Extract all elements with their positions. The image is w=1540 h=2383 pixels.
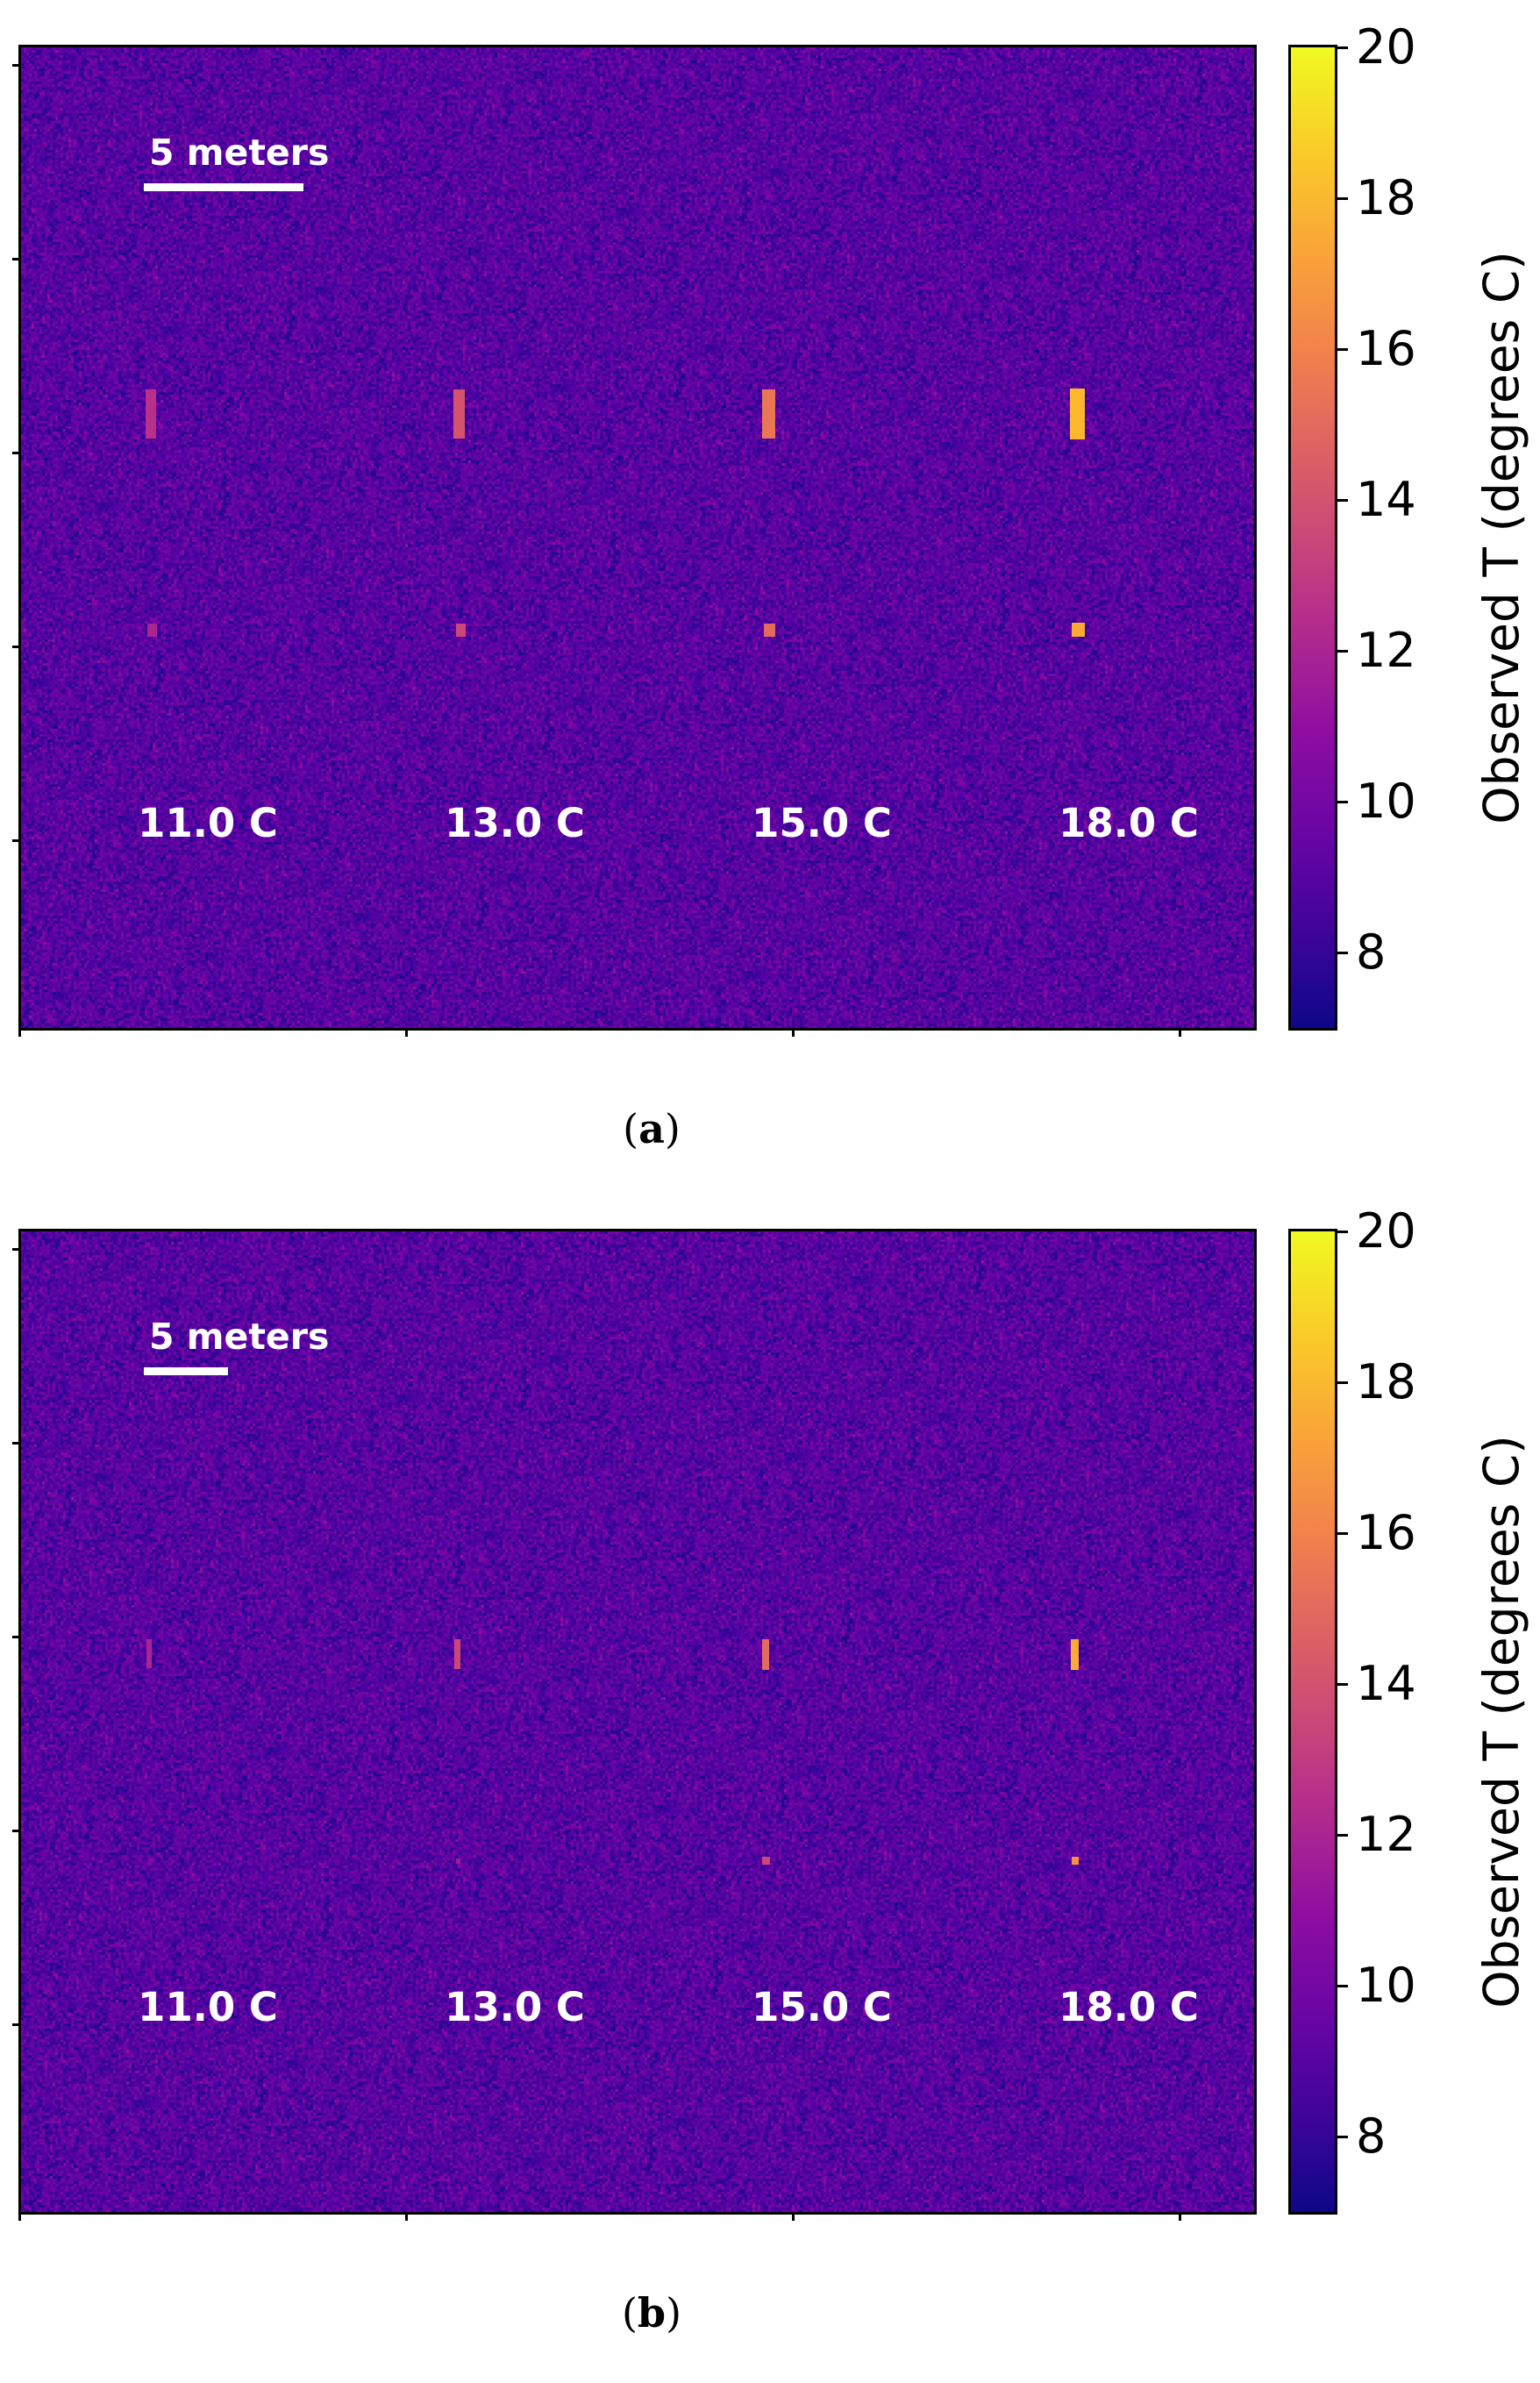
colorbar-tick-label: 8 <box>1356 924 1387 980</box>
colorbar-tick <box>1337 2135 1348 2138</box>
colorbar-tick <box>1337 1984 1348 1987</box>
target-bar <box>762 1639 769 1670</box>
x-axis-tick <box>18 1031 21 1037</box>
colorbar-tick-label: 20 <box>1356 1203 1416 1259</box>
target-label: 15.0 C <box>752 800 892 846</box>
colorbar-tick-label: 18 <box>1356 170 1416 225</box>
x-axis-tick <box>18 2215 21 2221</box>
colorbar-tick <box>1337 347 1348 351</box>
colorbar-tick <box>1337 951 1348 954</box>
thermal-image-b: 5 meters 11.0 C 13.0 C 15.0 C 18.0 C <box>18 1229 1257 2215</box>
colorbar-tick-label: 20 <box>1356 19 1416 75</box>
target-bar <box>146 1639 152 1668</box>
colorbar-a <box>1288 45 1337 1031</box>
y-axis-tick <box>12 258 18 260</box>
colorbar-tick-label: 10 <box>1356 774 1416 829</box>
y-axis-tick <box>12 1636 18 1638</box>
thermal-noise-a <box>21 47 1254 1028</box>
x-axis-tick <box>792 2215 795 2221</box>
colorbar-tick <box>1337 46 1348 49</box>
colorbar-b <box>1288 1229 1337 2215</box>
target-dot <box>1072 1857 1079 1865</box>
colorbar-tick <box>1337 800 1348 803</box>
colorbar-tick <box>1337 1381 1348 1384</box>
colorbar-tick <box>1337 1682 1348 1686</box>
colorbar-tick-label: 10 <box>1356 1958 1416 2013</box>
scale-bar-b <box>144 1367 228 1375</box>
target-dot <box>1072 623 1085 637</box>
target-dot <box>456 624 466 637</box>
colorbar-title-b: Observed T (degrees C) <box>1473 1435 1529 2008</box>
target-bar <box>1070 389 1085 439</box>
colorbar-tick-label: 14 <box>1356 1656 1416 1711</box>
panel-b: 5 meters 11.0 C 13.0 C 15.0 C 18.0 C Obs… <box>0 1184 1540 2368</box>
target-dot <box>764 624 775 637</box>
x-axis-tick <box>792 1031 795 1037</box>
scale-bar-label-b: 5 meters <box>149 1316 330 1358</box>
target-bar <box>453 389 465 439</box>
colorbar-tick <box>1337 196 1348 200</box>
y-axis-tick <box>12 1248 18 1251</box>
colorbar-tick-label: 8 <box>1356 2108 1387 2164</box>
y-axis-tick <box>12 839 18 842</box>
y-axis-tick <box>12 646 18 648</box>
y-axis-tick <box>12 1442 18 1445</box>
y-axis-tick <box>12 452 18 454</box>
colorbar-tick <box>1337 498 1348 502</box>
target-label: 13.0 C <box>445 800 585 846</box>
x-axis-tick <box>405 1031 408 1037</box>
colorbar-tick-label: 14 <box>1356 472 1416 527</box>
x-axis-tick <box>405 2215 408 2221</box>
target-dot <box>762 1857 770 1865</box>
target-bar <box>454 1639 460 1669</box>
colorbar-tick-label: 12 <box>1356 1807 1416 1862</box>
panel-caption-b: (b) <box>621 2289 682 2337</box>
target-dot <box>147 624 157 637</box>
target-label: 13.0 C <box>445 1984 585 2030</box>
x-axis-tick <box>1179 1031 1181 1037</box>
colorbar-tick <box>1337 1833 1348 1837</box>
target-label: 18.0 C <box>1059 800 1199 846</box>
thermal-image-a: 5 meters 11.0 C 13.0 C 15.0 C 18.0 C <box>18 45 1257 1031</box>
x-axis-tick <box>1179 2215 1181 2221</box>
y-axis-tick <box>12 2023 18 2026</box>
colorbar-tick <box>1337 1230 1348 1233</box>
target-bar <box>146 389 156 439</box>
panel-a: 5 meters 11.0 C 13.0 C 15.0 C 18.0 C Obs… <box>0 0 1540 1184</box>
scale-bar-a <box>144 183 303 191</box>
target-dot <box>148 1859 153 1864</box>
panel-caption-a: (a) <box>623 1105 681 1152</box>
scale-bar-label-a: 5 meters <box>149 132 330 174</box>
target-label: 15.0 C <box>752 1984 892 2030</box>
colorbar-title-a: Observed T (degrees C) <box>1473 251 1529 824</box>
thermal-noise-b <box>21 1231 1254 2212</box>
target-label: 11.0 C <box>138 800 278 846</box>
target-dot <box>456 1859 460 1864</box>
target-label: 11.0 C <box>138 1984 278 2030</box>
colorbar-tick-label: 18 <box>1356 1354 1416 1409</box>
y-axis-tick <box>12 64 18 67</box>
target-label: 18.0 C <box>1059 1984 1199 2030</box>
target-bar <box>1071 1639 1079 1670</box>
colorbar-tick-label: 16 <box>1356 321 1416 376</box>
colorbar-tick-label: 12 <box>1356 623 1416 678</box>
colorbar-tick-label: 16 <box>1356 1505 1416 1560</box>
colorbar-tick <box>1337 1531 1348 1535</box>
y-axis-tick <box>12 1830 18 1832</box>
target-bar <box>762 389 775 439</box>
colorbar-tick <box>1337 649 1348 653</box>
